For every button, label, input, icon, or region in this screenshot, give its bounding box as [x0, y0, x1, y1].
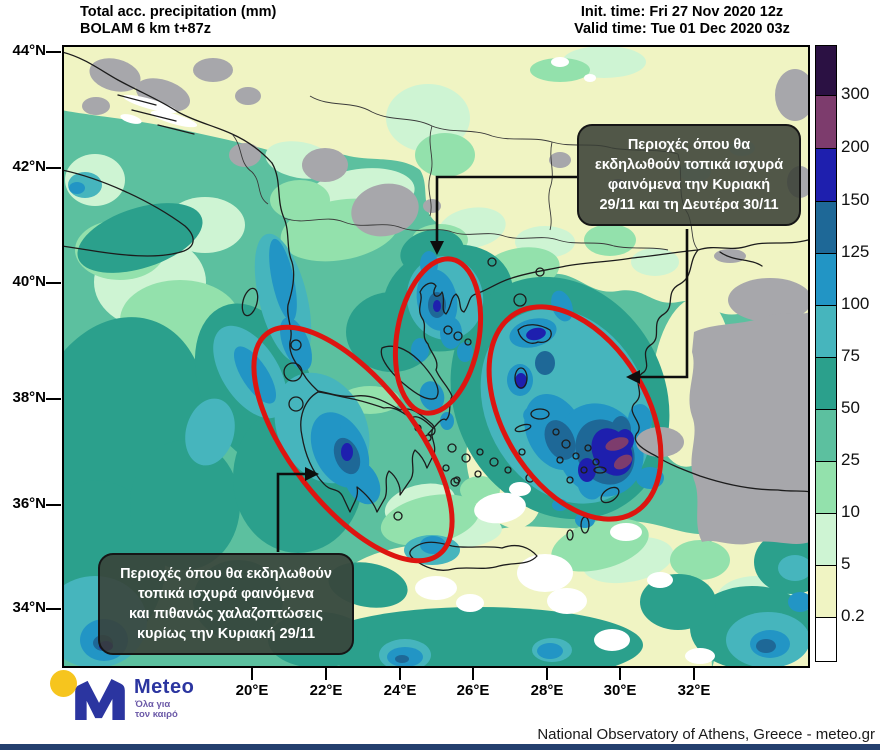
annotation-line: κυρίως την Κυριακή 29/11 — [136, 626, 316, 642]
colorbar-label: 75 — [841, 346, 860, 365]
colorbar-label: 100 — [841, 294, 870, 313]
annotation-line: Περιοχές όπου θα εκδηλωθούν — [120, 566, 332, 582]
lon-tick — [472, 667, 474, 680]
arrowhead-east-icon — [626, 370, 640, 384]
meteo-logo: Meteo Όλα για τον καιρό — [46, 664, 216, 736]
highlight-ellipse-north — [392, 256, 484, 416]
lon-label-24e: 24°E — [383, 682, 417, 699]
annotation-arrows — [276, 175, 689, 552]
lon-label-26e: 26°E — [456, 682, 490, 699]
colorbar-segment — [816, 410, 836, 462]
colorbar-segment — [816, 306, 836, 358]
lat-label-34n: 34°N — [12, 599, 46, 616]
colorbar-segment — [816, 46, 836, 96]
colorbar-label: 10 — [841, 502, 860, 521]
lon-label-32e: 32°E — [677, 682, 711, 699]
colorbar-label: 25 — [841, 450, 860, 469]
lon-tick — [325, 667, 327, 680]
colorbar-segment — [816, 358, 836, 410]
colorbar-label: 50 — [841, 398, 860, 417]
lat-label-36n: 36°N — [12, 495, 46, 512]
lat-label-40n: 40°N — [12, 273, 46, 290]
colorbar-segment — [816, 202, 836, 254]
arrowhead-west-icon — [305, 467, 319, 481]
colorbar-segment — [816, 618, 836, 661]
lat-label-38n: 38°N — [12, 389, 46, 406]
colorbar-segment — [816, 254, 836, 306]
annotation-line: και πιθανώς χαλαζοπτώσεις — [129, 606, 323, 622]
lon-tick — [399, 667, 401, 680]
attribution-text: National Observatory of Athens, Greece -… — [537, 726, 875, 743]
colorbar-label: 5 — [841, 554, 851, 573]
lat-tick — [46, 51, 61, 53]
lon-label-30e: 30°E — [603, 682, 637, 699]
colorbar-label: 300 — [841, 84, 870, 103]
lon-label-28e: 28°E — [530, 682, 564, 699]
lat-tick — [46, 608, 61, 610]
arrow-west-line — [276, 472, 307, 552]
annotation-box-northeast: Περιοχές όπου θα εκδηλωθούν τοπικά ισχυρ… — [577, 124, 801, 226]
lat-tick — [46, 504, 61, 506]
annotation-line: εκδηλωθούν τοπικά ισχυρά — [594, 157, 784, 173]
lat-tick — [46, 167, 61, 169]
bottom-bar — [0, 744, 880, 750]
init-time-label: Init. time: Fri 27 Nov 2020 12z — [580, 4, 784, 20]
lon-tick — [619, 667, 621, 680]
annotation-box-southwest: Περιοχές όπου θα εκδηλωθούν τοπικά ισχυρ… — [98, 553, 354, 655]
colorbar-segment — [816, 566, 836, 618]
valid-time-label: Valid time: Tue 01 Dec 2020 03z — [574, 21, 790, 37]
map-frame — [62, 45, 810, 668]
lat-tick — [46, 398, 61, 400]
colorbar-label: 0.2 — [841, 606, 865, 625]
product-header: Total acc. precipitation (mm) BOLAM 6 km… — [80, 4, 276, 38]
lon-label-20e: 20°E — [235, 682, 269, 699]
colorbar-segment — [816, 514, 836, 566]
colorbar-label: 200 — [841, 137, 870, 156]
colorbar-segment — [816, 96, 836, 149]
logo-brand-text: Meteo — [134, 676, 195, 698]
annotation-line: φαινόμενα την Κυριακή — [607, 177, 771, 193]
annotation-line: τοπικά ισχυρά φαινόμενα — [138, 586, 314, 602]
logo-sun-dot-icon — [50, 670, 77, 697]
product-title: Total acc. precipitation (mm) — [80, 4, 277, 20]
logo-tagline: Όλα για τον καιρό — [135, 699, 178, 720]
annotation-line: 29/11 και τη Δευτέρα 30/11 — [599, 197, 779, 213]
lon-tick — [251, 667, 253, 680]
colorbar-label: 125 — [841, 242, 870, 261]
model-run-label: BOLAM 6 km t+87z — [80, 21, 211, 37]
annotation-line: Περιοχές όπου θα — [627, 137, 751, 153]
lon-tick — [693, 667, 695, 680]
colorbar — [815, 45, 837, 662]
colorbar-label: 150 — [841, 190, 870, 209]
time-header: Init. time: Fri 27 Nov 2020 12z Valid ti… — [532, 4, 832, 38]
lat-label-42n: 42°N — [12, 158, 46, 175]
lon-label-22e: 22°E — [309, 682, 343, 699]
colorbar-segment — [816, 149, 836, 202]
lon-tick — [546, 667, 548, 680]
arrow-north-line — [435, 175, 578, 243]
arrow-east-line — [638, 229, 689, 379]
lat-label-44n: 44°N — [12, 42, 46, 59]
colorbar-segment — [816, 462, 836, 514]
meteo-m-icon — [75, 678, 125, 720]
arrowhead-north-icon — [430, 241, 444, 255]
lat-tick — [46, 282, 61, 284]
highlight-ellipse-west — [251, 324, 455, 564]
